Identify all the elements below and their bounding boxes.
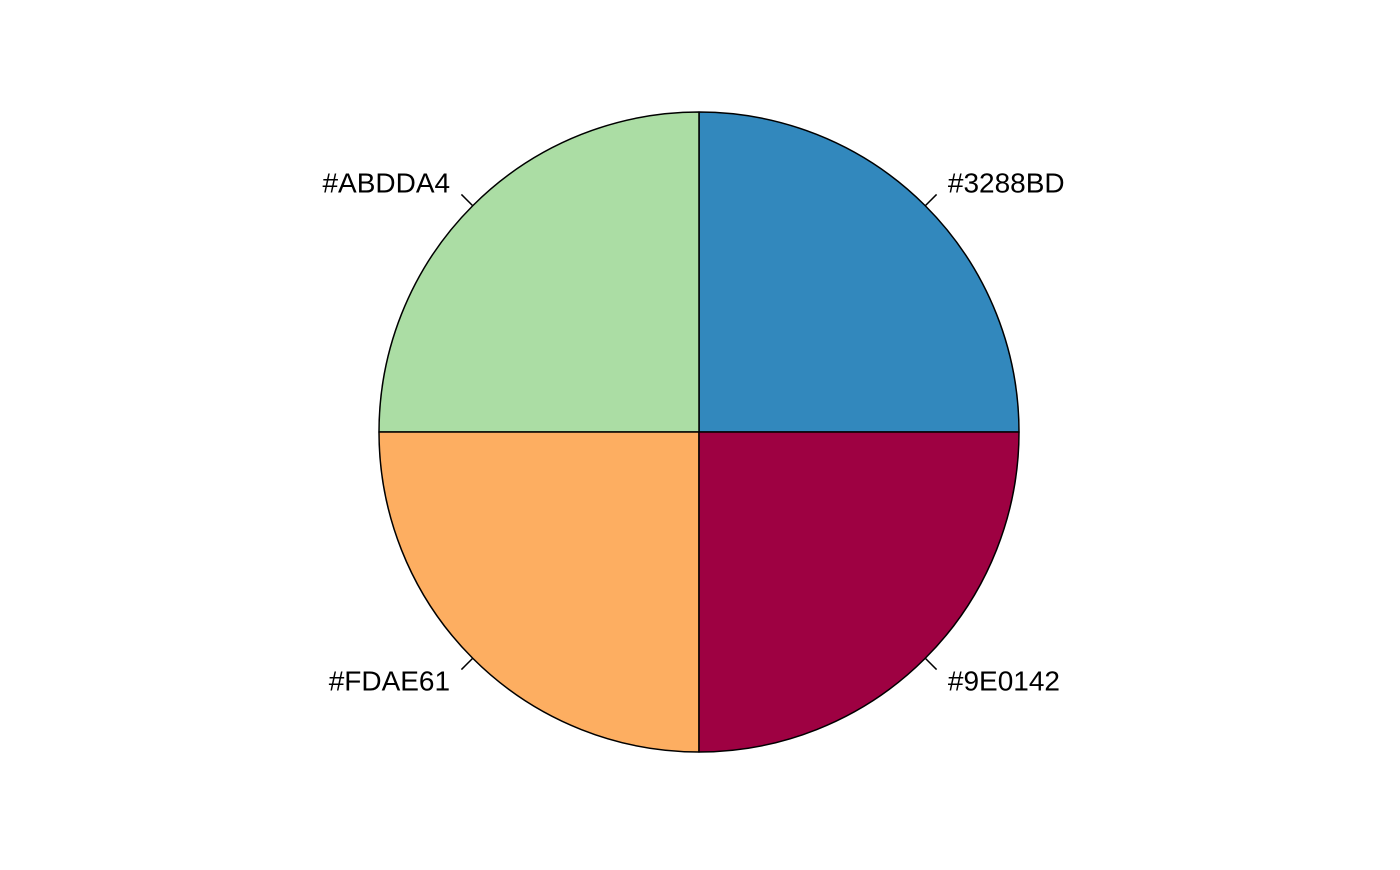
pie-slice-fdae61 bbox=[378, 431, 700, 753]
label-tick-9e0142 bbox=[924, 657, 938, 671]
pie-slice-9e0142 bbox=[698, 431, 1020, 753]
pie-slices bbox=[378, 111, 1020, 753]
label-tick-fdae61 bbox=[460, 657, 474, 671]
pie-slice-3288bd bbox=[698, 111, 1020, 433]
slice-label-9e0142: #9E0142 bbox=[948, 665, 1060, 696]
slice-label-3288bd: #3288BD bbox=[948, 168, 1065, 199]
label-tick-3288bd bbox=[924, 193, 938, 207]
slice-label-fdae61: #FDAE61 bbox=[329, 665, 450, 696]
label-ticks bbox=[460, 193, 938, 671]
pie-slice-abdda4 bbox=[378, 111, 700, 433]
slice-labels: #3288BD #ABDDA4 #FDAE61 #9E0142 bbox=[322, 168, 1064, 697]
slice-label-abdda4: #ABDDA4 bbox=[322, 168, 450, 199]
label-tick-abdda4 bbox=[460, 193, 474, 207]
